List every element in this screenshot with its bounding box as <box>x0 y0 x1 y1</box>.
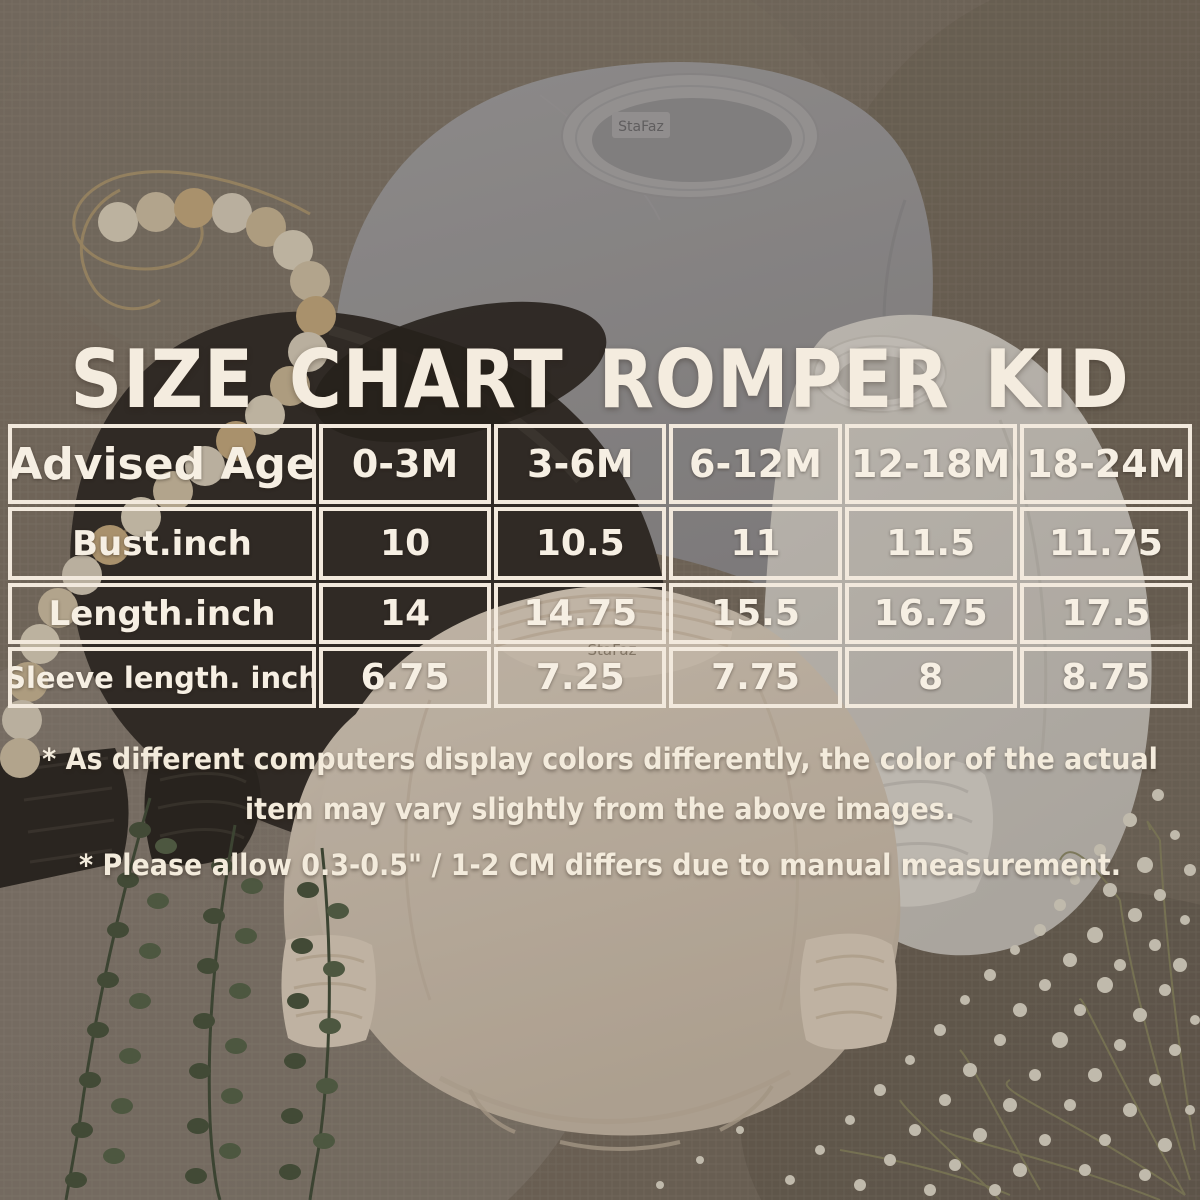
gray-romper-brand-tag: StaFaz <box>618 119 664 135</box>
page-title: SIZE CHART ROMPER KID <box>70 333 1130 426</box>
table-header-6-12m: 6-12M <box>669 424 842 504</box>
sleeve-value-cell: 8 <box>844 647 1017 708</box>
bust-value-cell: 11 <box>669 507 842 580</box>
sleeve-value-cell: 7.25 <box>494 647 667 708</box>
bust-value-cell: 10.5 <box>494 507 667 580</box>
babys-breath-flowers <box>656 789 1200 1200</box>
bead-garland <box>0 170 336 778</box>
note-color-disclaimer-line2: item may vary slightly from the above im… <box>244 792 956 826</box>
bust-value-cell: 11.5 <box>844 507 1017 580</box>
sleeve-value-cell: 6.75 <box>319 647 492 708</box>
length-value-cell: 15.5 <box>669 583 842 644</box>
row-label-sleeve: Sleeve length. inch <box>8 647 316 708</box>
table-header-3-6m: 3-6M <box>494 424 667 504</box>
table-header-18-24m: 18-24M <box>1019 424 1192 504</box>
eucalyptus-sprigs <box>64 797 349 1200</box>
table-header-0-3m: 0-3M <box>319 424 492 504</box>
note-measurement-disclaimer: * Please allow 0.3-0.5" / 1-2 CM differs… <box>79 848 1121 882</box>
table-header-advised-age: Advised Age <box>8 424 316 504</box>
table-header-12-18m: 12-18M <box>844 424 1017 504</box>
sleeve-value-cell: 7.75 <box>669 647 842 708</box>
row-label-bust: Bust.inch <box>8 507 316 580</box>
bust-value-cell: 11.75 <box>1019 507 1192 580</box>
row-label-length: Length.inch <box>8 583 316 644</box>
bust-value-cell: 10 <box>319 507 492 580</box>
length-value-cell: 14 <box>319 583 492 644</box>
note-color-disclaimer-line1: * As different computers display colors … <box>42 742 1158 776</box>
sleeve-value-cell: 8.75 <box>1019 647 1192 708</box>
length-value-cell: 17.5 <box>1019 583 1192 644</box>
length-value-cell: 16.75 <box>844 583 1017 644</box>
size-chart-table: Advised Age 0-3M 3-6M 6-12M 12-18M 18-24… <box>8 424 1192 708</box>
length-value-cell: 14.75 <box>494 583 667 644</box>
disclaimer-notes: * As different computers display colors … <box>0 734 1200 890</box>
